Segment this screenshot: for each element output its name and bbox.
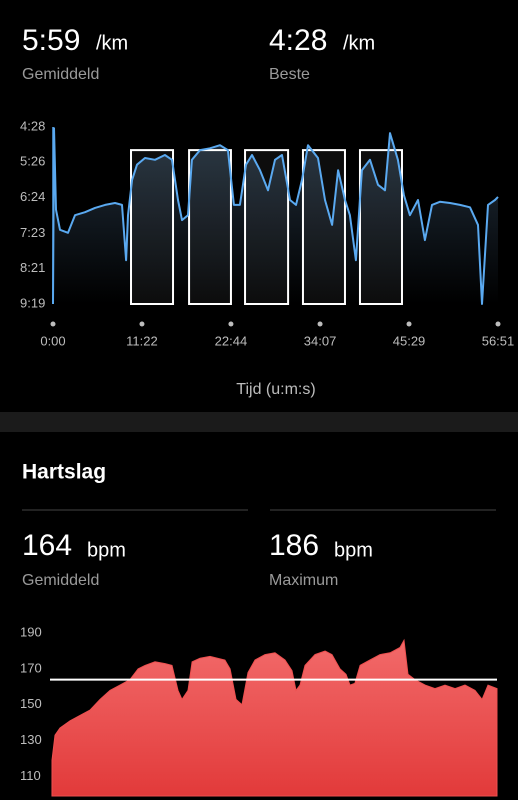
- y-tick-label: 9:19: [20, 295, 45, 310]
- x-tick-label: 45:29: [393, 333, 426, 348]
- stat-value: 5:59: [22, 24, 80, 57]
- stat-unit: /km: [343, 32, 375, 54]
- x-tick-label: 34:07: [304, 333, 337, 348]
- interval: [244, 149, 290, 305]
- y-tick-label: 150: [20, 696, 42, 711]
- x-tick-label: 22:44: [215, 333, 248, 348]
- stat-value: 186: [269, 529, 319, 562]
- section-gap: [0, 412, 518, 432]
- y-tick-label: 4:28: [20, 118, 45, 133]
- x-tick-label: 56:51: [482, 333, 515, 348]
- y-tick-label: 8:21: [20, 260, 45, 275]
- stat-value: 164: [22, 529, 72, 562]
- x-tick-dot: [317, 321, 323, 327]
- heart-rate-area: [51, 638, 498, 797]
- x-tick-dot: [406, 321, 412, 327]
- interval: [358, 149, 403, 305]
- y-tick-label: 110: [20, 768, 41, 783]
- stat-unit: bpm: [87, 539, 126, 561]
- pace-line: [52, 127, 499, 305]
- x-tick-dot: [228, 321, 234, 327]
- stat-value: 4:28: [269, 24, 327, 57]
- x-tick-dot: [495, 321, 501, 327]
- section-title: Hartslag: [22, 461, 106, 484]
- stat-label: Beste: [269, 66, 310, 83]
- y-tick-label: 5:26: [20, 154, 45, 169]
- interval: [188, 149, 232, 305]
- y-tick-label: 6:24: [20, 189, 45, 204]
- x-axis-title: Tijd (u:m:s): [236, 381, 315, 398]
- x-tick-dot: [139, 321, 145, 327]
- y-tick-label: 130: [20, 732, 42, 747]
- x-tick-label: 0:00: [40, 333, 65, 348]
- y-tick-label: 7:23: [20, 225, 45, 240]
- stat-label: Gemiddeld: [22, 572, 99, 589]
- stat-unit: bpm: [334, 539, 373, 561]
- x-tick-dot: [50, 321, 56, 327]
- y-tick-label: 170: [20, 660, 42, 675]
- stat-label: Maximum: [269, 572, 338, 589]
- interval: [130, 149, 175, 305]
- stat-unit: /km: [96, 32, 128, 54]
- x-tick-label: 11:22: [126, 333, 158, 348]
- y-tick-label: 190: [20, 625, 42, 640]
- stat-label: Gemiddeld: [22, 66, 99, 83]
